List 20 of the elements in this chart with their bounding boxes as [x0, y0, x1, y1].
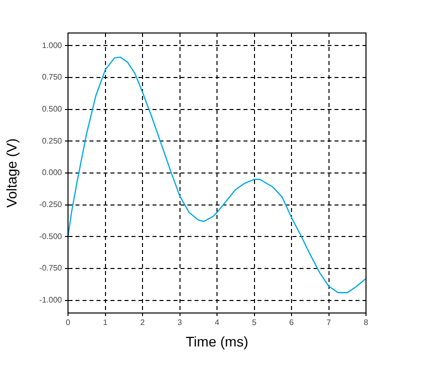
y-tick-label: 0.500: [42, 104, 63, 114]
x-tick-label: 8: [364, 318, 369, 328]
x-tick-label: 4: [214, 318, 220, 328]
y-tick-label: -0.500: [39, 232, 63, 241]
y-tick-label: -1.000: [39, 295, 63, 304]
y-axis-title: Voltage (V): [3, 138, 20, 208]
y-tick-label: 0.000: [42, 168, 63, 178]
x-tick-label: 1: [103, 318, 108, 328]
x-tick-label: 6: [289, 318, 294, 328]
x-tick-label: 3: [178, 318, 183, 328]
x-tick-label: 7: [326, 318, 332, 328]
y-tick-label: 0.750: [42, 72, 63, 82]
y-tick-label: 1.000: [42, 40, 63, 50]
x-tick-label: 0: [66, 318, 71, 328]
x-axis-title: Time (ms): [186, 333, 248, 350]
y-tick-label: 0.250: [42, 136, 63, 146]
x-tick-label: 2: [140, 318, 146, 328]
y-tick-label: -0.750: [39, 264, 63, 273]
y-tick-label: -0.250: [39, 200, 63, 210]
x-tick-label: 5: [252, 318, 258, 328]
